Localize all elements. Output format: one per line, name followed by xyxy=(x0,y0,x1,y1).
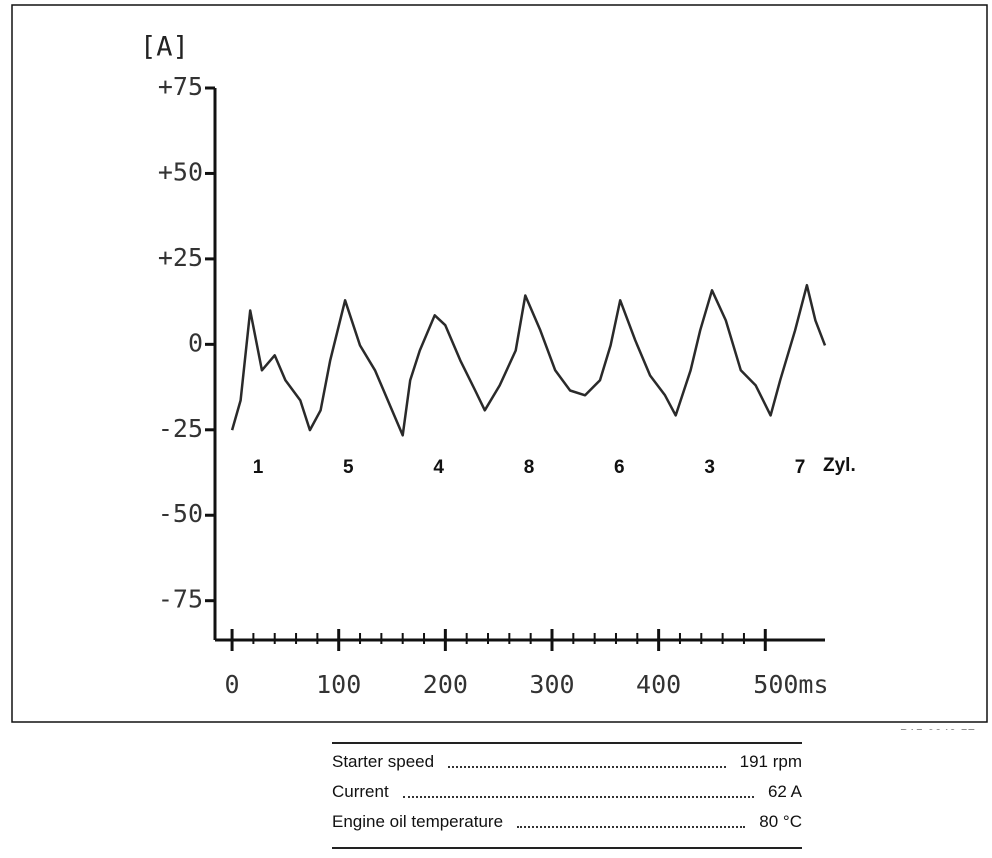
leader-dots xyxy=(517,816,746,828)
y-axis-label: [A] xyxy=(140,32,189,63)
cylinder-unit: Zyl. xyxy=(823,455,856,476)
y-tick-label: -75 xyxy=(158,585,203,614)
x-tick-label: 100 xyxy=(316,670,361,699)
frame xyxy=(11,4,988,723)
cylinder-label: 6 xyxy=(614,457,625,478)
cylinder-label: 8 xyxy=(524,457,535,478)
parameter-row: Engine oil temperature 80 °C xyxy=(332,807,802,837)
y-tick-label: -50 xyxy=(158,499,203,528)
cylinder-label: 3 xyxy=(704,457,715,478)
y-tick-label: +25 xyxy=(158,243,203,272)
current-trace xyxy=(230,283,827,437)
leader-dots xyxy=(402,786,754,798)
parameter-label: Starter speed xyxy=(332,752,435,771)
x-tick-label: 500ms xyxy=(753,670,828,699)
table-rule xyxy=(332,847,802,849)
parameter-value: 80 °C xyxy=(759,812,802,831)
cylinder-label: 4 xyxy=(433,457,444,478)
parameter-row: Starter speed 191 rpm xyxy=(332,747,802,777)
table-rule xyxy=(332,742,802,744)
figure-id: P15-0248-57 xyxy=(900,726,975,730)
y-tick-label: +50 xyxy=(158,157,203,186)
parameter-value: 62 A xyxy=(767,782,802,801)
parameter-row: Current 62 A xyxy=(332,777,802,807)
x-tick-label: 400 xyxy=(636,670,681,699)
y-tick-label: 0 xyxy=(188,328,203,357)
x-tick-label: 0 xyxy=(225,670,240,699)
cylinder-label: 1 xyxy=(253,457,264,478)
x-tick-label: 300 xyxy=(529,670,574,699)
cylinder-label: 7 xyxy=(795,457,806,478)
x-tick-label: 200 xyxy=(423,670,468,699)
chart: [A] P15-0248-57 +75 +50 +25 0 -25 -50 -75 0 100 2… xyxy=(11,4,988,730)
cylinder-label: 5 xyxy=(343,457,354,478)
y-tick-label: +75 xyxy=(158,72,203,101)
parameter-value: 191 rpm xyxy=(739,752,802,771)
parameter-label: Current xyxy=(332,782,389,801)
leader-dots xyxy=(448,756,726,768)
parameter-label: Engine oil temperature xyxy=(332,812,504,831)
y-tick-label: -25 xyxy=(158,414,203,443)
